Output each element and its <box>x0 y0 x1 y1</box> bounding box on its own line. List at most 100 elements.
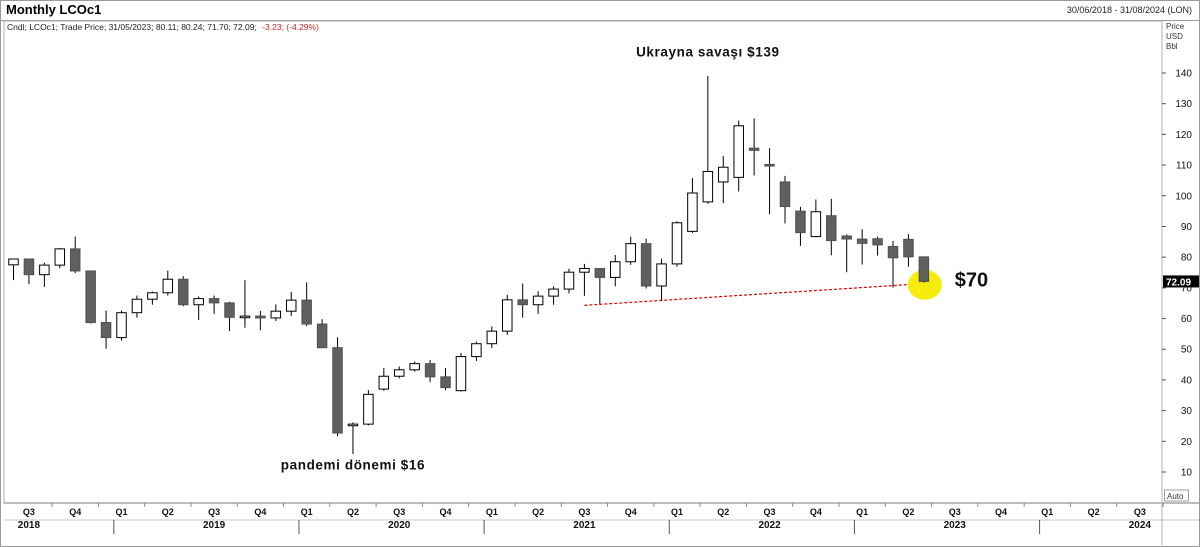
candle-body <box>702 171 714 203</box>
y-tick-label: 20 <box>1181 437 1193 448</box>
y-tick-label: 10 <box>1181 468 1193 479</box>
candle <box>810 199 822 238</box>
y-unit-label: USD <box>1166 32 1183 41</box>
x-year-label: 2021 <box>573 520 596 531</box>
candle <box>764 148 775 215</box>
candle <box>424 359 436 383</box>
candle-body <box>440 376 451 389</box>
candle-body <box>239 315 251 319</box>
candle-body <box>162 278 174 294</box>
info-line: Cndl; LCOc1; Trade Price; 31/05/2023; 80… <box>7 22 319 32</box>
x-quarter-label: Q1 <box>671 507 683 517</box>
x-quarter-label: Q3 <box>578 507 590 517</box>
x-quarter-label: Q2 <box>717 507 729 517</box>
candle-body <box>687 192 698 232</box>
candle <box>39 262 50 287</box>
candle <box>748 118 760 176</box>
annotation-label: pandemi dönemi $16 <box>281 458 425 473</box>
candle <box>378 367 390 391</box>
candle-body <box>795 210 806 234</box>
candle-body <box>23 258 35 276</box>
x-quarter-label: Q4 <box>995 507 1007 517</box>
candle <box>872 236 883 256</box>
candle <box>147 291 158 305</box>
x-quarter-label: Q2 <box>532 507 544 517</box>
candle-body <box>255 315 266 319</box>
candle-body <box>532 295 544 306</box>
candle <box>517 283 528 318</box>
annotation-label: $70 <box>955 269 988 291</box>
y-scale-label: Auto <box>1167 492 1184 501</box>
y-tick-label: 30 <box>1181 406 1193 417</box>
candle-body <box>563 271 575 290</box>
candle-body <box>517 299 528 306</box>
x-quarter-label: Q4 <box>254 507 266 517</box>
candle <box>625 236 636 265</box>
candle <box>23 258 35 285</box>
candle-body <box>193 298 204 306</box>
x-quarter-label: Q3 <box>1134 507 1146 517</box>
candle <box>440 367 451 391</box>
candle-body <box>810 211 822 238</box>
last-price-marker <box>1163 275 1199 288</box>
x-quarter-label: Q2 <box>162 507 174 517</box>
candle <box>193 296 204 321</box>
y-unit-label: Price <box>1166 22 1185 31</box>
candle-body <box>486 330 498 345</box>
candle <box>841 234 852 273</box>
candle-body <box>625 243 636 263</box>
candle-body <box>918 256 930 282</box>
x-quarter-label: Q3 <box>393 507 405 517</box>
x-quarter-label: Q1 <box>116 507 128 517</box>
candle-body <box>656 263 667 287</box>
candle <box>116 310 127 341</box>
candle <box>594 268 606 305</box>
candle-body <box>409 363 420 371</box>
candle <box>532 291 544 314</box>
candle-body <box>177 278 189 306</box>
x-quarter-label: Q3 <box>949 507 961 517</box>
candle <box>502 294 513 335</box>
y-tick-label: 70 <box>1181 283 1193 294</box>
support-trendline <box>584 282 940 306</box>
candle <box>347 422 359 454</box>
x-quarter-label: Q3 <box>764 507 776 517</box>
x-year-label: 2020 <box>388 520 411 531</box>
candle <box>656 258 667 302</box>
candle <box>471 341 482 361</box>
x-year-label: 2023 <box>944 520 967 531</box>
y-tick-label: 90 <box>1181 222 1193 233</box>
candle <box>579 263 590 296</box>
candle <box>718 155 729 204</box>
candle-body <box>224 302 235 318</box>
candle-body <box>579 268 590 273</box>
candle <box>856 229 868 265</box>
candle-body <box>748 147 760 151</box>
candle <box>54 247 66 269</box>
x-quarter-label: Q4 <box>810 507 822 517</box>
candle-body <box>316 323 328 349</box>
candle <box>363 390 374 426</box>
candle-body <box>147 292 158 300</box>
candle-body <box>347 423 359 427</box>
candle-body <box>548 288 559 297</box>
candle-body <box>872 238 883 246</box>
plot-area <box>3 20 1163 504</box>
candle-body <box>8 258 19 266</box>
candle-body <box>270 310 282 319</box>
candle <box>8 258 19 281</box>
candle-body <box>85 270 96 324</box>
candle <box>255 310 266 331</box>
candle-body <box>502 299 513 332</box>
candle-body <box>903 238 914 258</box>
candle <box>177 276 189 307</box>
x-quarter-label: Q4 <box>625 507 637 517</box>
x-quarter-label: Q1 <box>856 507 868 517</box>
candle-body <box>841 235 852 240</box>
candle <box>332 337 343 437</box>
x-year-label: 2018 <box>18 520 41 531</box>
candle-body <box>208 298 220 304</box>
candle-body <box>718 166 729 183</box>
